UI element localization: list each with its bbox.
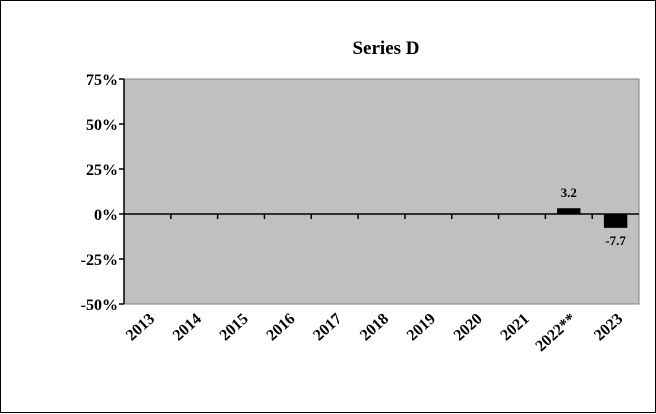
y-tick-label: 25% [86, 162, 118, 179]
x-tick-label: 2015 [217, 310, 252, 344]
x-tick-label: 2019 [404, 310, 439, 344]
plot-area [123, 78, 640, 305]
chart-title: Series D [352, 38, 419, 59]
x-tick-label: 2013 [123, 310, 158, 344]
bar [603, 214, 628, 228]
x-tick-label: 2018 [357, 310, 392, 344]
x-tick-label: 2017 [310, 310, 345, 344]
x-tick-label: 2016 [263, 310, 298, 344]
y-tick-label: -50% [81, 297, 118, 314]
y-tick-label: 75% [86, 72, 118, 89]
y-tick-label: 0% [94, 207, 118, 224]
data-label: 3.2 [561, 185, 577, 200]
x-tick-label: 2023 [591, 310, 626, 344]
x-tick-label: 2020 [451, 310, 486, 344]
x-tick-label: 2021 [497, 310, 532, 344]
bars [557, 208, 628, 228]
y-tick-label: 50% [86, 117, 118, 134]
data-label: -7.7 [605, 233, 626, 248]
x-tick-label: 2022** [532, 310, 579, 355]
bar [557, 208, 581, 214]
y-tick-label: -25% [81, 252, 118, 269]
y-axis: 75% 50% 25% 0% -25% -50% [81, 72, 125, 314]
x-tick-label: 2014 [170, 310, 205, 344]
bar-labels: 3.2 -7.7 [561, 185, 627, 248]
